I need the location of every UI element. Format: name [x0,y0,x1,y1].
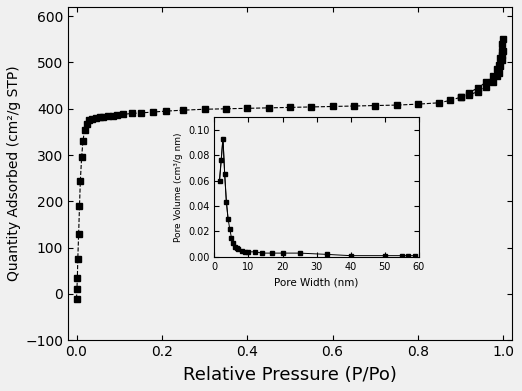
X-axis label: Relative Pressure (P/Po): Relative Pressure (P/Po) [183,366,397,384]
Y-axis label: Quantity Adsorbed (cm²/g STP): Quantity Adsorbed (cm²/g STP) [7,66,21,282]
